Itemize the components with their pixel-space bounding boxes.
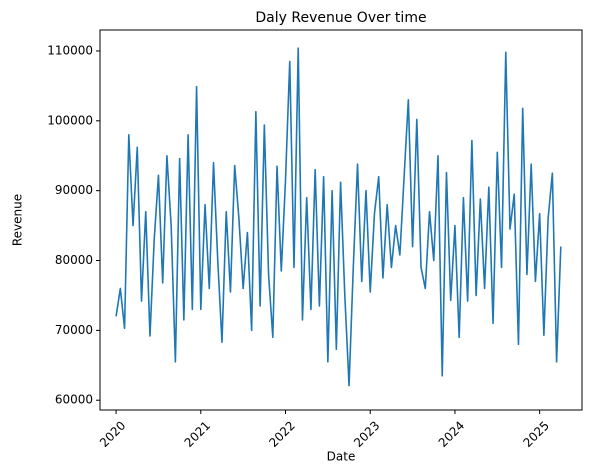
x-tick-label: 2025 — [520, 418, 551, 449]
y-axis-label: Revenue — [11, 194, 25, 246]
line-series — [115, 47, 562, 387]
y-tick-label: 70000 — [55, 323, 93, 337]
y-tick-label: 110000 — [47, 43, 93, 57]
y-tick-label: 60000 — [55, 393, 93, 407]
x-tick-label: 2021 — [182, 418, 213, 449]
x-axis-label: Date — [327, 450, 356, 464]
x-tick-label: 2022 — [266, 418, 297, 449]
plot-frame — [99, 29, 583, 411]
y-tick-label: 100000 — [47, 113, 93, 127]
x-tick-label: 2020 — [97, 418, 128, 449]
chart-title: Daly Revenue Over time — [255, 10, 426, 26]
x-tick-label: 2024 — [436, 418, 467, 449]
y-tick-label: 90000 — [55, 183, 93, 197]
y-tick-label: 80000 — [55, 253, 93, 267]
x-tick-label: 2023 — [351, 418, 382, 449]
